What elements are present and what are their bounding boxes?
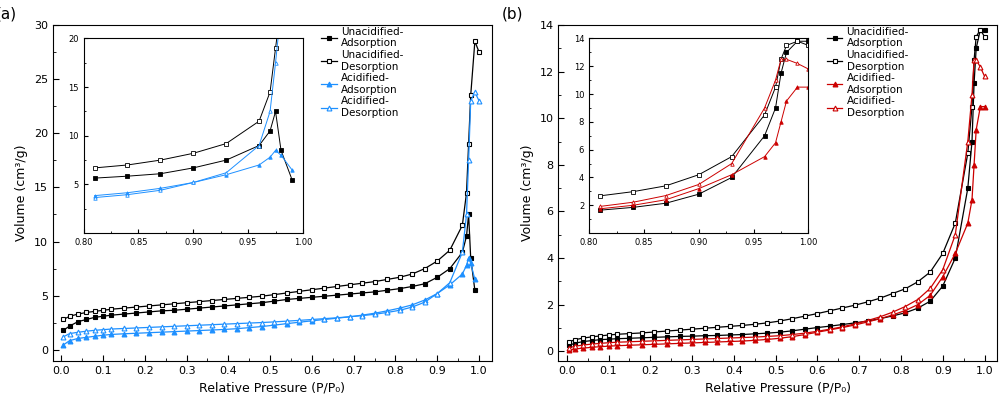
X-axis label: Relative Pressure (P/P₀): Relative Pressure (P/P₀) (199, 381, 345, 394)
Legend: Unacidified-
Adsorption, Unacidified-
Desorption, Acidified-
Adsorption, Acidifi: Unacidified- Adsorption, Unacidified- De… (826, 27, 908, 118)
X-axis label: Relative Pressure (P/P₀): Relative Pressure (P/P₀) (704, 381, 850, 394)
Legend: Unacidified-
Adsorption, Unacidified-
Desorption, Acidified-
Adsorption, Acidifi: Unacidified- Adsorption, Unacidified- De… (321, 27, 403, 118)
Y-axis label: Volume (cm³/g): Volume (cm³/g) (521, 145, 534, 241)
Text: (a): (a) (0, 7, 17, 22)
Y-axis label: Volume (cm³/g): Volume (cm³/g) (15, 145, 28, 241)
Text: (b): (b) (500, 7, 523, 22)
